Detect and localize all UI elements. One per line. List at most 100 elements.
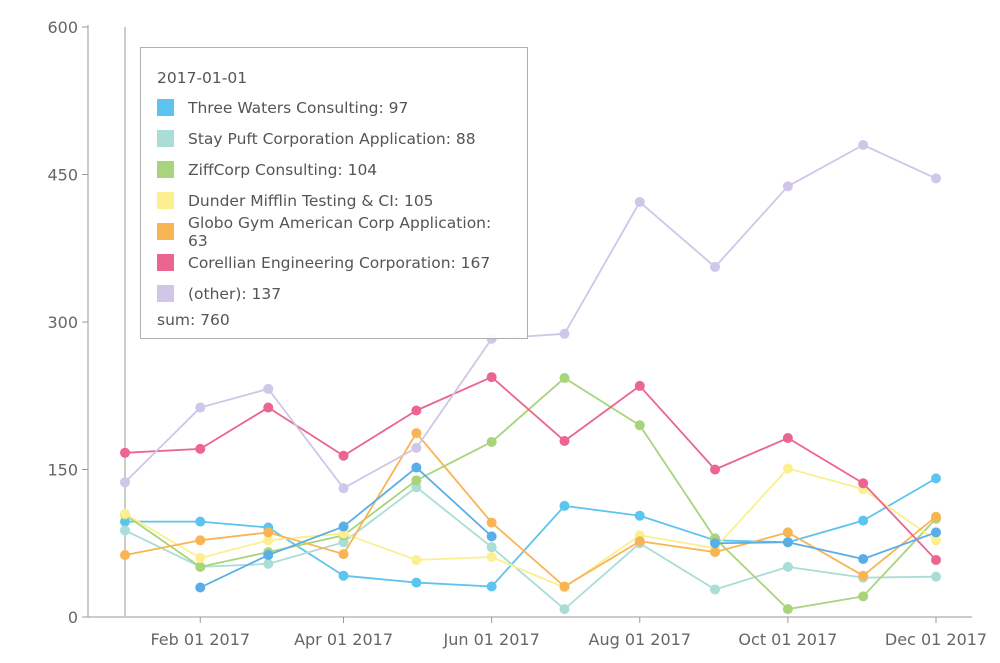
legend-swatch	[157, 99, 174, 116]
data-point-3	[263, 535, 274, 546]
hover-tooltip: 2017-01-01 Three Waters Consulting: 97 St…	[140, 47, 528, 339]
data-point-0	[559, 500, 570, 511]
series-line-7	[715, 531, 937, 560]
data-point-0	[120, 516, 130, 527]
data-point-4	[338, 549, 349, 560]
data-point-6	[263, 383, 274, 394]
data-point-2	[195, 561, 206, 572]
x-tick-label: Jun 01 2017	[443, 630, 540, 649]
data-point-2	[634, 420, 645, 431]
data-point-0	[634, 510, 645, 521]
data-point-6	[782, 181, 793, 192]
data-point-1	[782, 561, 793, 572]
x-tick-label: Feb 01 2017	[150, 630, 250, 649]
data-point-1	[338, 537, 349, 548]
tooltip-row: Stay Puft Corporation Application: 88	[157, 123, 511, 154]
tooltip-label: Globo Gym American Corp Application: 63	[188, 213, 492, 250]
series-line-2	[124, 377, 937, 611]
data-point-7	[486, 531, 497, 542]
tooltip-row: Three Waters Consulting: 97	[157, 92, 511, 123]
data-point-1	[710, 584, 721, 595]
tooltip-row: Globo Gym American Corp Application: 63	[157, 213, 511, 250]
data-point-4	[411, 428, 422, 439]
data-point-5	[195, 443, 206, 454]
data-point-5	[858, 478, 869, 489]
data-point-4	[559, 581, 570, 592]
series-line-6	[124, 144, 937, 490]
data-point-5	[486, 372, 497, 383]
data-point-5	[559, 435, 570, 446]
data-point-7	[710, 538, 721, 549]
data-point-6	[858, 140, 869, 150]
y-tick-label: 600	[47, 18, 78, 37]
tooltip-row: (other): 137	[157, 278, 511, 309]
data-point-7	[858, 553, 869, 564]
data-point-5	[338, 450, 349, 461]
data-point-5	[634, 380, 645, 391]
tooltip-row: Dunder Mifflin Testing & CI: 105	[157, 185, 511, 216]
y-tick-label: 300	[47, 313, 78, 332]
y-tick-label: 450	[47, 166, 78, 185]
data-point-0	[931, 473, 941, 484]
data-point-5	[931, 554, 941, 565]
data-point-4	[120, 550, 130, 561]
data-point-7	[195, 582, 206, 593]
data-point-5	[263, 402, 274, 413]
data-point-0	[486, 581, 497, 592]
data-point-6	[931, 173, 941, 184]
legend-swatch	[157, 161, 174, 178]
data-point-1	[486, 542, 497, 553]
data-point-4	[931, 511, 941, 522]
data-point-6	[559, 328, 570, 339]
data-point-6	[710, 261, 721, 272]
x-tick-label: Apr 01 2017	[294, 630, 393, 649]
y-tick-label: 150	[47, 461, 78, 480]
data-point-2	[858, 591, 869, 602]
data-point-3	[931, 535, 941, 546]
tooltip-items: Three Waters Consulting: 97 Stay Puft Cor…	[157, 92, 511, 309]
x-tick-label: Aug 01 2017	[589, 630, 692, 649]
data-point-5	[782, 433, 793, 444]
data-point-4	[782, 527, 793, 538]
data-point-7	[411, 462, 422, 473]
data-point-1	[263, 558, 274, 569]
data-point-4	[710, 547, 721, 558]
data-point-2	[411, 475, 422, 486]
data-point-3	[120, 508, 130, 519]
legend-swatch	[157, 285, 174, 302]
series-line-5	[124, 376, 937, 561]
data-point-4	[858, 570, 869, 581]
tooltip-label: ZiffCorp Consulting: 104	[188, 160, 378, 179]
data-point-7	[263, 550, 274, 561]
data-point-3	[782, 463, 793, 474]
data-point-6	[338, 483, 349, 494]
legend-swatch	[157, 254, 174, 271]
series-line-4	[124, 432, 937, 588]
data-point-6	[634, 197, 645, 208]
tooltip-label: Stay Puft Corporation Application: 88	[188, 129, 476, 148]
data-point-4	[263, 527, 274, 538]
tooltip-date: 2017-01-01	[157, 69, 248, 87]
data-point-4	[634, 536, 645, 547]
data-point-4	[195, 535, 206, 546]
data-point-0	[858, 515, 869, 526]
x-tick-label: Dec 01 2017	[885, 630, 987, 649]
data-point-4	[486, 517, 497, 528]
series-line-1	[124, 486, 937, 611]
tooltip-row: Corellian Engineering Corporation: 167	[157, 247, 511, 278]
data-point-1	[559, 604, 570, 615]
tooltip-sum: sum: 760	[157, 311, 230, 329]
data-point-3	[195, 553, 206, 563]
data-point-2	[559, 373, 570, 384]
data-point-5	[120, 447, 130, 458]
data-point-3	[411, 554, 422, 565]
legend-swatch	[157, 130, 174, 147]
data-point-1	[411, 482, 422, 493]
tooltip-label: Dunder Mifflin Testing & CI: 105	[188, 191, 434, 210]
tooltip-label: Three Waters Consulting: 97	[188, 98, 409, 117]
data-point-5	[710, 464, 721, 475]
data-point-0	[195, 516, 206, 527]
data-point-7	[931, 527, 941, 538]
data-point-6	[120, 477, 130, 488]
